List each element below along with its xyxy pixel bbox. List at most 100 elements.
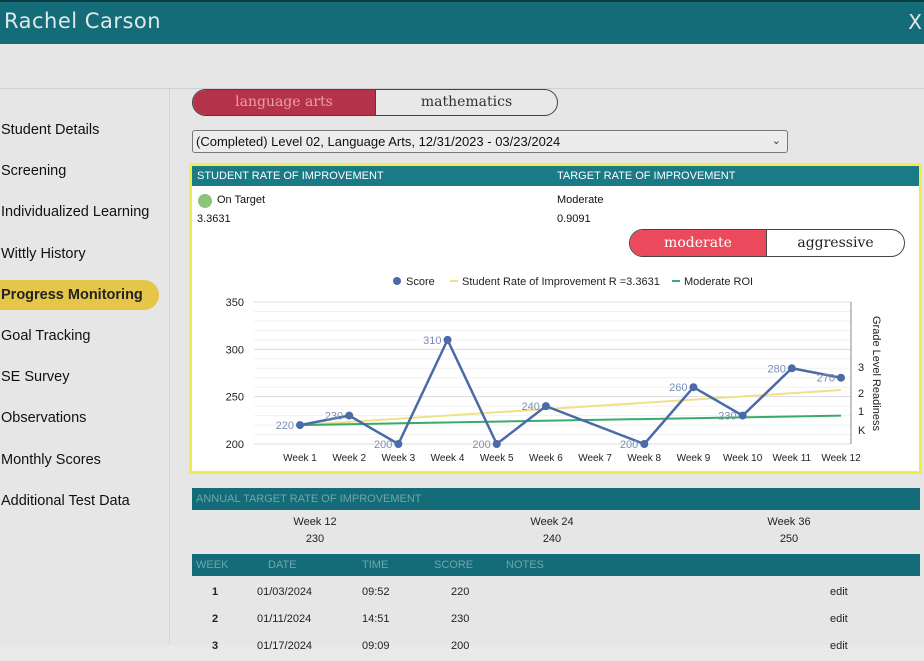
row-date: 01/17/2024 [257,640,313,652]
right-tick-label: K [858,425,866,437]
legend-score-label: Score [406,276,435,288]
row-date: 01/03/2024 [257,586,313,598]
legend-moderate-roi-label: Moderate ROI [684,276,753,288]
student-name: Rachel Carson [4,9,162,33]
roi-panel: STUDENT RATE OF IMPROVEMENT TARGET RATE … [189,163,922,474]
chevron-down-icon: ⌄ [771,135,781,147]
title-bar: Rachel Carson X [0,0,924,44]
right-axis-label: Grade Level Readiness [870,316,882,431]
data-label: 230 [325,411,343,423]
annual-week-label: Week 24 [530,516,574,528]
sidebar-item-progress-monitoring[interactable]: Progress Monitoring [0,280,159,310]
y-tick-label: 300 [226,344,244,356]
table-row: 2 01/11/2024 14:51 230 edit [192,607,920,634]
x-tick-label: Week 11 [773,453,812,464]
annual-target-value: 240 [542,533,562,545]
column-header: TIME [362,559,389,571]
data-label: 310 [423,335,441,347]
data-label: 220 [276,420,294,432]
data-label: 270 [817,373,835,385]
column-header: DATE [268,559,297,571]
x-tick-label: Week 2 [332,453,366,464]
x-tick-label: Week 12 [821,453,861,464]
data-label: 260 [669,382,687,394]
score-point [492,440,501,448]
x-tick-label: Week 7 [578,453,612,464]
score-line [299,336,842,446]
tab-language-arts[interactable]: language arts [193,90,376,115]
student-roi-heading: STUDENT RATE OF IMPROVEMENT [197,170,384,182]
progress-chart: 200 250 300 350 Week 1 Week 2 Week 3 Week 4 Week… [226,276,882,464]
table-row: 3 01/17/2024 09:09 200 edit [192,634,920,661]
sidebar-item-se-survey[interactable]: SE Survey [1,369,70,385]
data-label: 200 [374,439,392,451]
target-roi-heading: TARGET RATE OF IMPROVEMENT [557,170,736,182]
moderate-roi-line [299,414,842,427]
y-tick-label: 250 [226,392,244,404]
annual-week-label: Week 36 [767,516,811,528]
sidebar: Student Details Screening Individualized… [0,89,170,645]
edit-link[interactable]: edit [830,586,848,598]
edit-link[interactable]: edit [830,640,848,652]
data-label: 200 [472,439,490,451]
column-header: SCORE [434,559,474,571]
score-point [443,335,452,344]
right-tick-label: 2 [858,388,864,400]
row-time: 09:09 [362,640,390,652]
x-tick-label: Week 9 [677,453,711,464]
target-roi-label: Moderate [557,194,604,206]
student-roi-value: 3.3631 [197,213,231,225]
row-week: 1 [212,586,219,598]
score-point [787,364,796,373]
close-icon[interactable]: X [908,10,922,34]
target-roi-value: 0.9091 [557,213,591,225]
column-header: NOTES [506,559,544,571]
data-label: 200 [620,439,638,451]
annual-week-label: Week 12 [293,516,337,528]
rate-toggle: moderate aggressive [629,229,905,257]
annual-target-header: ANNUAL TARGET RATE OF IMPROVEMENT [192,488,920,510]
sidebar-item-screening[interactable]: Screening [1,163,67,179]
score-point [296,421,304,430]
annual-target-value: 250 [779,533,799,545]
x-tick-label: Week 10 [723,453,763,464]
sidebar-item-goal-tracking[interactable]: Goal Tracking [1,328,91,344]
row-week: 2 [212,613,219,625]
annual-target-value: 230 [305,533,325,545]
data-label: 230 [718,411,736,423]
x-tick-label: Week 5 [480,453,514,464]
rate-aggressive-button[interactable]: aggressive [797,235,874,251]
level-select[interactable]: (Completed) Level 02, Language Arts, 12/… [192,130,788,153]
row-date: 01/11/2024 [257,613,312,625]
sidebar-item-student-details[interactable]: Student Details [1,122,100,138]
y-tick-label: 200 [226,439,244,451]
x-tick-label: Week 6 [529,453,563,464]
sidebar-item-individualized-learning[interactable]: Individualized Learning [1,204,150,220]
right-tick-label: 1 [858,406,864,418]
column-header: WEEK [196,559,229,571]
score-point [345,411,354,420]
sidebar-item-observations[interactable]: Observations [1,410,87,426]
rate-moderate-button[interactable]: moderate [630,230,767,256]
score-point [738,411,747,420]
data-label: 240 [522,401,540,413]
tab-mathematics[interactable]: mathematics [420,94,513,110]
right-tick-label: 3 [858,362,864,374]
sidebar-item-monthly-scores[interactable]: Monthly Scores [1,452,101,468]
y-tick-label: 350 [226,297,244,309]
subject-toggle: language arts mathematics [192,89,558,116]
x-tick-label: Week 3 [381,453,415,464]
scores-table-header: WEEK DATE TIME SCORE NOTES [192,554,920,576]
edit-link[interactable]: edit [830,613,848,625]
score-point [394,440,403,448]
legend-score-marker [393,277,401,285]
sidebar-item-additional-test-data[interactable]: Additional Test Data [1,493,130,509]
score-point [689,383,698,392]
sidebar-item-wittly-history[interactable]: Wittly History [1,246,86,262]
toolbar [0,44,924,89]
table-row: 1 01/03/2024 09:52 220 edit [192,580,920,607]
row-week: 3 [212,640,219,652]
score-point [640,440,649,448]
row-score: 200 [451,640,470,652]
x-tick-label: Week 8 [627,453,661,464]
